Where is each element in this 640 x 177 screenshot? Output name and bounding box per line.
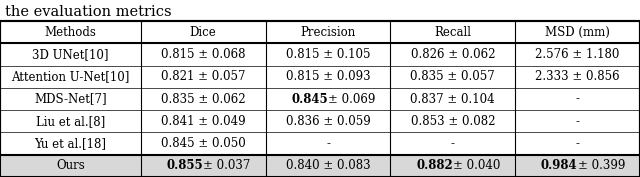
Text: Methods: Methods xyxy=(44,26,97,39)
Text: -: - xyxy=(451,137,455,150)
Text: 0.835 ± 0.062: 0.835 ± 0.062 xyxy=(161,93,246,106)
Text: 0.841 ± 0.049: 0.841 ± 0.049 xyxy=(161,115,246,128)
Text: 0.821 ± 0.057: 0.821 ± 0.057 xyxy=(161,70,246,83)
Text: Ours: Ours xyxy=(56,159,84,172)
Text: 0.815 ± 0.068: 0.815 ± 0.068 xyxy=(161,48,246,61)
Text: Dice: Dice xyxy=(190,26,216,39)
Text: -: - xyxy=(575,93,580,106)
Text: 0.826 ± 0.062: 0.826 ± 0.062 xyxy=(410,48,495,61)
Text: 0.882: 0.882 xyxy=(416,159,453,172)
Text: 0.984: 0.984 xyxy=(541,159,578,172)
Text: -: - xyxy=(326,137,330,150)
Text: 0.836 ± 0.059: 0.836 ± 0.059 xyxy=(285,115,371,128)
Text: 2.333 ± 0.856: 2.333 ± 0.856 xyxy=(535,70,620,83)
Text: 0.815 ± 0.105: 0.815 ± 0.105 xyxy=(285,48,371,61)
Text: 0.855: 0.855 xyxy=(166,159,204,172)
Bar xyxy=(0,21,640,177)
Text: ± 0.040: ± 0.040 xyxy=(453,159,500,172)
Text: 0.835 ± 0.057: 0.835 ± 0.057 xyxy=(410,70,495,83)
Bar xyxy=(0,155,640,177)
Text: 3D UNet[10]: 3D UNet[10] xyxy=(32,48,109,61)
Text: 2.576 ± 1.180: 2.576 ± 1.180 xyxy=(536,48,620,61)
Text: the evaluation metrics: the evaluation metrics xyxy=(5,5,172,19)
Text: 0.845: 0.845 xyxy=(291,93,328,106)
Text: MDS-Net[7]: MDS-Net[7] xyxy=(34,93,107,106)
Bar xyxy=(0,21,640,177)
Text: 0.837 ± 0.104: 0.837 ± 0.104 xyxy=(410,93,495,106)
Text: Precision: Precision xyxy=(300,26,356,39)
Text: Recall: Recall xyxy=(435,26,471,39)
Text: Attention U-Net[10]: Attention U-Net[10] xyxy=(12,70,129,83)
Text: 0.845 ± 0.050: 0.845 ± 0.050 xyxy=(161,137,246,150)
Text: -: - xyxy=(575,115,580,128)
Text: Liu et al.[8]: Liu et al.[8] xyxy=(36,115,105,128)
Text: -: - xyxy=(575,137,580,150)
Text: ± 0.069: ± 0.069 xyxy=(328,93,376,106)
Text: 0.815 ± 0.093: 0.815 ± 0.093 xyxy=(285,70,371,83)
Text: ± 0.037: ± 0.037 xyxy=(204,159,251,172)
Text: MSD (mm): MSD (mm) xyxy=(545,26,610,39)
Text: ± 0.399: ± 0.399 xyxy=(578,159,625,172)
Text: Yu et al.[18]: Yu et al.[18] xyxy=(35,137,106,150)
Text: 0.853 ± 0.082: 0.853 ± 0.082 xyxy=(410,115,495,128)
Text: 0.840 ± 0.083: 0.840 ± 0.083 xyxy=(285,159,371,172)
